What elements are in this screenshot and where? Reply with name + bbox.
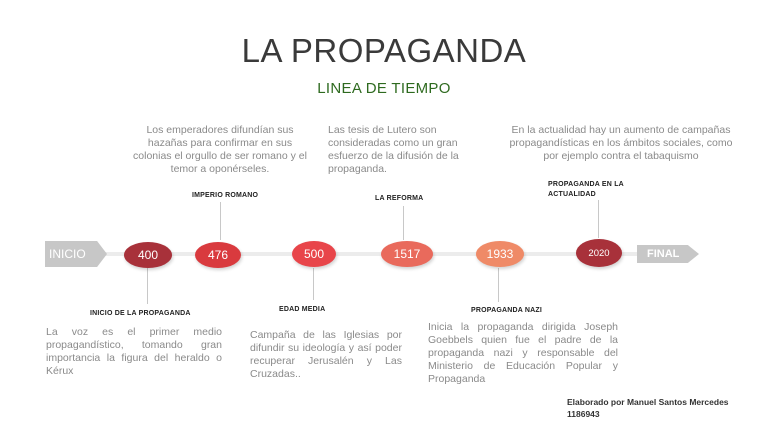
node-year: 400 [137, 248, 159, 262]
connector-edad-media [313, 268, 314, 300]
page-subtitle: LINEA DE TIEMPO [317, 80, 451, 97]
node-year: 476 [207, 248, 229, 262]
event-label-edad-media: EDAD MEDIA [279, 306, 326, 313]
timeline-line [100, 252, 640, 256]
credit-id: 1186943 [567, 409, 600, 419]
node-year: 1933 [486, 247, 514, 261]
node-year: 2020 [588, 247, 610, 259]
timeline-start-arrow: INICIO [45, 241, 107, 267]
event-text-actualidad: En la actualidad hay un aumento de campa… [509, 124, 733, 162]
timeline-node-476: 476 [195, 242, 241, 268]
connector-actualidad [598, 200, 599, 238]
timeline-node-1517: 1517 [381, 241, 433, 267]
timeline-start-label: INICIO [49, 247, 86, 261]
timeline-end-label: FINAL [647, 248, 680, 260]
event-text-reforma: Las tesis de Lutero son consideradas com… [328, 124, 459, 175]
event-label-inicio: INICIO DE LA PROPAGANDA [90, 310, 191, 317]
timeline-node-500: 500 [292, 241, 336, 267]
timeline-node-400: 400 [124, 242, 172, 268]
event-text-imperio: Los emperadores difundían sus hazañas pa… [133, 124, 307, 175]
event-label-imperio: IMPERIO ROMANO [192, 192, 259, 199]
event-text-inicio: La voz es el primer medio propagandístic… [46, 326, 222, 377]
page-title: LA PROPAGANDA [241, 32, 527, 69]
timeline-node-1933: 1933 [476, 241, 524, 267]
connector-reforma [403, 206, 404, 240]
timeline-node-2020: 2020 [576, 239, 622, 267]
node-year: 500 [303, 247, 325, 261]
event-label-actualidad: PROPAGANDA EN LA ACTUALIDAD [548, 181, 624, 198]
credit-author: Elaborado por Manuel Santos Mercedes [567, 397, 729, 407]
event-text-edad-media: Campaña de las Iglesias por difundir su … [250, 329, 402, 380]
node-year: 1517 [393, 247, 421, 261]
event-label-reforma: LA REFORMA [375, 195, 424, 202]
timeline-end-arrow: FINAL [637, 245, 699, 263]
event-text-nazi: Inicia la propaganda dirigida Joseph Goe… [428, 321, 618, 385]
connector-imperio [220, 202, 221, 240]
connector-inicio [147, 268, 148, 304]
connector-nazi [498, 268, 499, 302]
event-label-nazi: PROPAGANDA NAZI [471, 307, 543, 314]
